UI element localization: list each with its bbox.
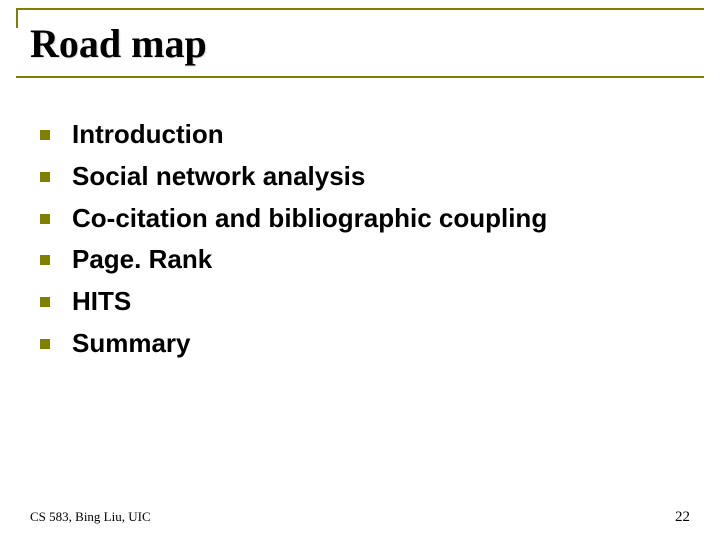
bullet-text: Introduction xyxy=(72,118,224,152)
page-number: 22 xyxy=(675,509,690,526)
footer-attribution: CS 583, Bing Liu, UIC xyxy=(30,509,151,525)
list-item: Summary xyxy=(40,327,680,361)
bullet-icon xyxy=(40,214,50,224)
list-item: HITS xyxy=(40,285,680,319)
footer: CS 583, Bing Liu, UIC 22 xyxy=(30,509,690,526)
bullet-icon xyxy=(40,339,50,349)
bullet-icon xyxy=(40,172,50,182)
header-rule-top xyxy=(16,8,704,10)
list-item: Introduction xyxy=(40,118,680,152)
bullet-text: Page. Rank xyxy=(72,243,212,277)
bullet-text: HITS xyxy=(72,285,131,319)
list-item: Social network analysis xyxy=(40,160,680,194)
slide-container: Road map Introduction Social network ana… xyxy=(0,0,720,540)
bullet-icon xyxy=(40,130,50,140)
slide-title: Road map xyxy=(30,20,207,67)
list-item: Page. Rank xyxy=(40,243,680,277)
bullet-icon xyxy=(40,255,50,265)
bullet-text: Social network analysis xyxy=(72,160,365,194)
header-rule-bottom xyxy=(16,76,704,78)
bullet-text: Summary xyxy=(72,327,191,361)
bullet-list: Introduction Social network analysis Co-… xyxy=(40,118,680,369)
header-rule-left xyxy=(16,8,18,28)
bullet-icon xyxy=(40,297,50,307)
bullet-text: Co-citation and bibliographic coupling xyxy=(72,202,547,236)
list-item: Co-citation and bibliographic coupling xyxy=(40,202,680,236)
